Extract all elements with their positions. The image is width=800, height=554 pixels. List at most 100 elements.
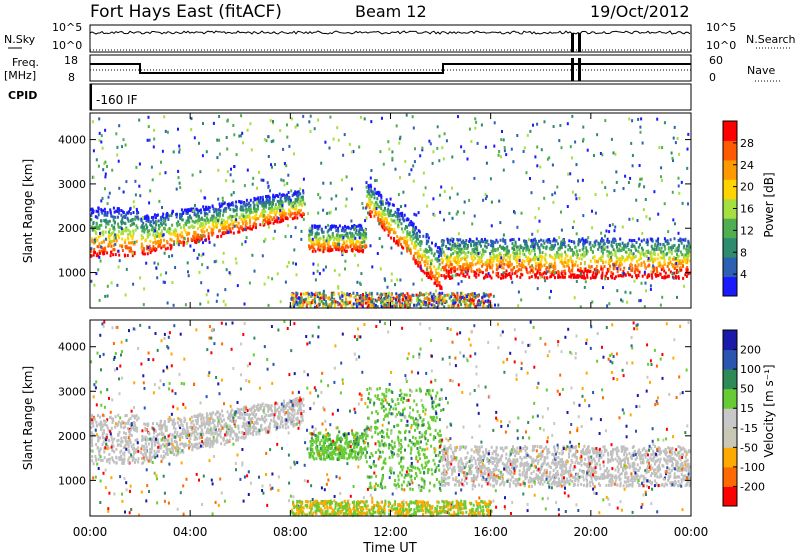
- scatter-cell: [470, 267, 473, 271]
- scatter-cell: [262, 178, 265, 182]
- scatter-cell: [129, 230, 132, 234]
- scatter-cell: [157, 227, 160, 231]
- scatter-cell: [641, 141, 644, 145]
- scatter-cell: [117, 159, 120, 163]
- scatter-cell: [485, 240, 488, 244]
- scatter-cell: [518, 268, 521, 271]
- scatter-cell: [451, 240, 454, 244]
- scatter-cell: [542, 272, 545, 276]
- scatter-cell: [496, 264, 498, 268]
- scatter-cell: [375, 191, 378, 195]
- scatter-cell: [438, 134, 441, 138]
- scatter-cell: [678, 243, 680, 247]
- scatter-cell: [296, 123, 299, 127]
- scatter-cell: [239, 226, 242, 230]
- scatter-cell: [341, 178, 343, 182]
- scatter-cell: [680, 180, 683, 184]
- scatter-cell: [114, 236, 117, 240]
- scatter-cell: [98, 453, 101, 457]
- scatter-cell: [511, 268, 514, 272]
- scatter-cell: [463, 262, 466, 266]
- scatter-cell: [222, 219, 225, 222]
- scatter-cell: [365, 291, 367, 295]
- scatter-cell: [187, 270, 189, 274]
- scatter-cell: [276, 199, 279, 203]
- scatter-cell: [151, 247, 154, 251]
- scatter-cell: [663, 244, 666, 248]
- scatter-cell: [149, 189, 152, 193]
- scatter-cell: [151, 225, 154, 229]
- scatter-cell: [419, 241, 422, 245]
- scatter-cell: [445, 245, 448, 248]
- scatter-cell: [560, 242, 562, 246]
- scatter-cell: [653, 268, 656, 272]
- scatter-cell: [112, 218, 115, 222]
- scatter-cell: [125, 246, 127, 250]
- scatter-cell: [465, 295, 468, 298]
- scatter-cell: [350, 294, 353, 297]
- scatter-cell: [100, 241, 103, 245]
- scatter-cell: [314, 249, 317, 253]
- scatter-cell: [318, 272, 321, 276]
- scatter-cell: [308, 244, 311, 248]
- scatter-cell: [543, 196, 546, 200]
- scatter-cell: [687, 239, 690, 243]
- scatter-cell: [302, 177, 305, 181]
- scatter-cell: [398, 297, 401, 301]
- scatter-cell: [359, 227, 362, 231]
- scatter-cell: [322, 181, 325, 185]
- scatter-cell: [474, 251, 477, 255]
- scatter-cell: [226, 221, 229, 225]
- scatter-cell: [468, 275, 471, 279]
- scatter-cell: [317, 118, 320, 122]
- scatter-cell: [622, 244, 625, 248]
- scatter-cell: [363, 117, 366, 121]
- scatter-cell: [415, 303, 418, 307]
- scatter-cell: [404, 227, 407, 231]
- scatter-cell: [477, 258, 480, 262]
- scatter-cell: [525, 245, 528, 249]
- scatter-cell: [534, 237, 536, 241]
- scatter-cell: [168, 231, 171, 235]
- scatter-cell: [212, 121, 215, 125]
- scatter-cell: [422, 171, 425, 175]
- scatter-cell: [171, 281, 174, 284]
- scatter-cell: [141, 229, 144, 233]
- scatter-cell: [365, 206, 367, 210]
- scatter-cell: [549, 265, 552, 268]
- scatter-cell: [227, 206, 230, 210]
- scatter-cell: [92, 211, 95, 214]
- scatter-cell: [550, 262, 553, 266]
- scatter-cell: [421, 253, 424, 257]
- scatter-cell: [302, 200, 305, 204]
- scatter-cell: [215, 259, 218, 263]
- scatter-cell: [149, 251, 152, 255]
- scatter-cell: [156, 234, 159, 238]
- scatter-cell: [454, 244, 457, 248]
- scatter-cell: [618, 247, 621, 251]
- scatter-cell: [175, 212, 178, 216]
- scatter-cell: [655, 266, 658, 270]
- scatter-cell: [92, 222, 95, 226]
- scatter-cell: [674, 262, 677, 266]
- scatter-cell: [277, 217, 280, 221]
- scatter-cell: [575, 274, 578, 278]
- scatter-cell: [432, 303, 435, 307]
- scatter-cell: [169, 247, 172, 251]
- scatter-cell: [140, 245, 143, 249]
- scatter-cell: [370, 297, 372, 301]
- scatter-cell: [337, 242, 339, 246]
- scatter-cell: [634, 271, 637, 275]
- scatter-cell: [142, 236, 145, 240]
- scatter-cell: [386, 209, 389, 213]
- scatter-cell: [484, 237, 486, 241]
- scatter-cell: [152, 218, 155, 222]
- scatter-cell: [333, 224, 336, 228]
- scatter-cell: [601, 259, 604, 263]
- scatter-cell: [482, 262, 485, 266]
- scatter-cell: [451, 247, 454, 250]
- scatter-cell: [108, 228, 111, 232]
- scatter-cell: [267, 135, 270, 139]
- scatter-cell: [424, 260, 427, 264]
- scatter-cell: [321, 229, 324, 233]
